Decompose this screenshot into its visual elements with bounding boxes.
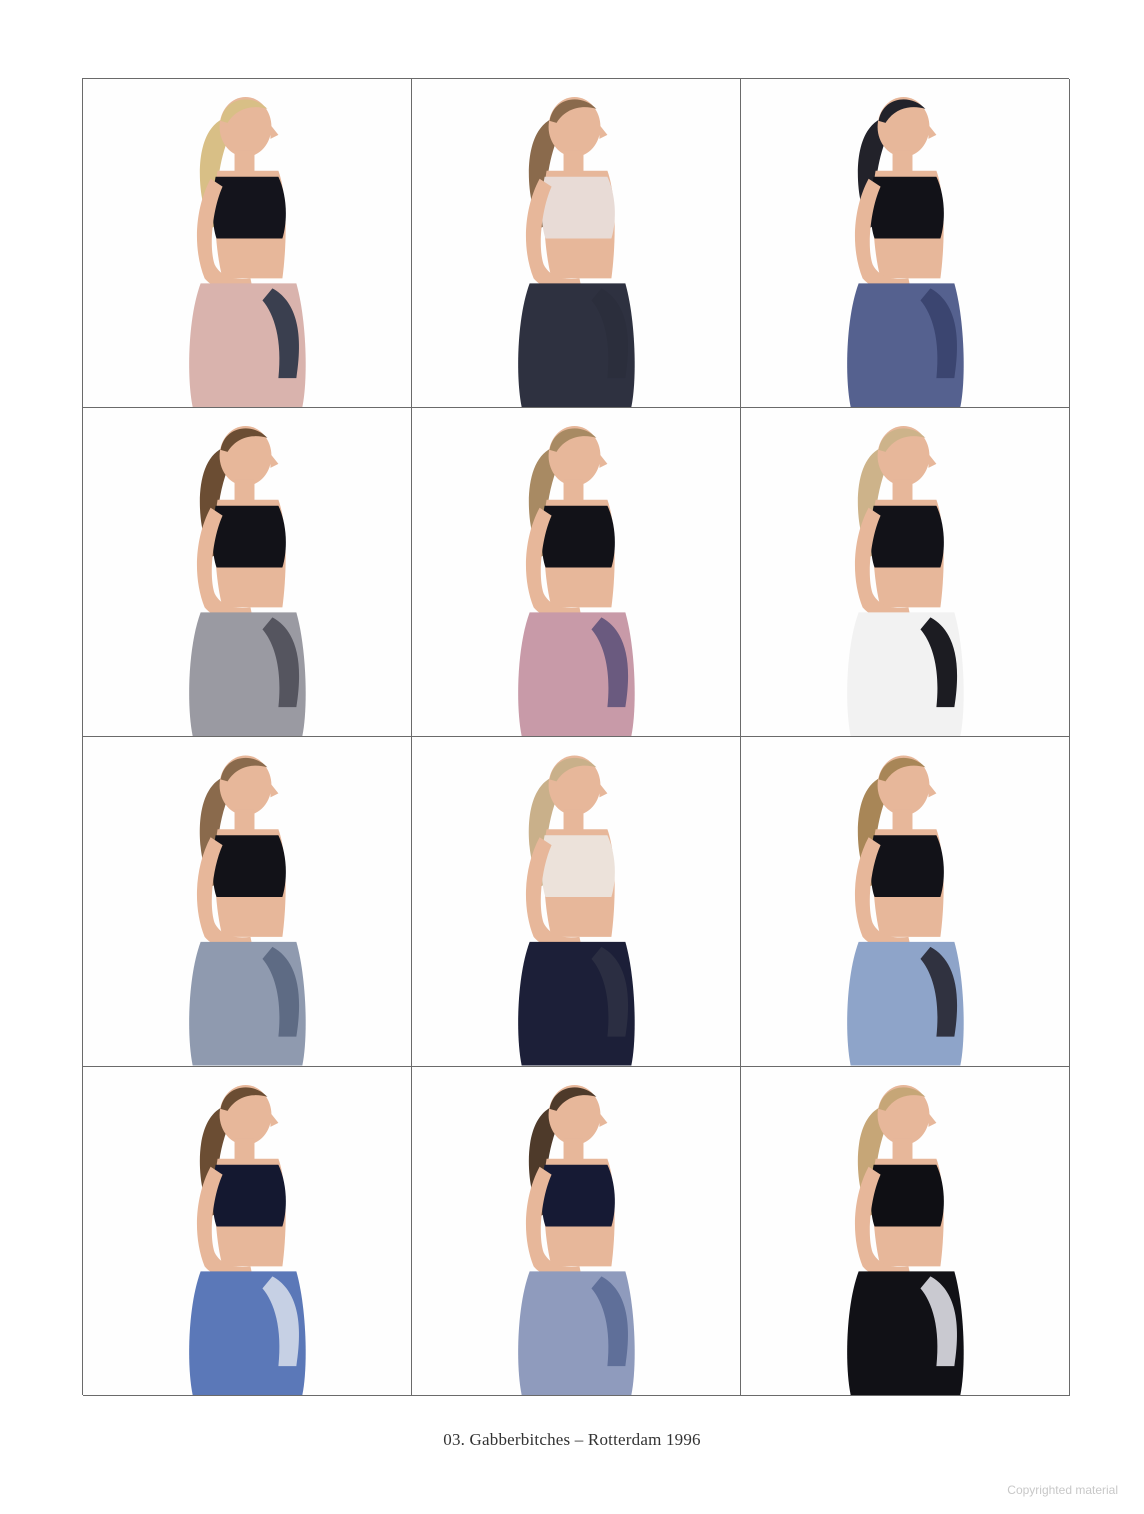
portrait-photo	[83, 737, 412, 1067]
page-caption: 03. Gabberbitches – Rotterdam 1996	[443, 1430, 701, 1449]
portrait-photo	[741, 79, 1070, 408]
portrait-photo	[412, 79, 741, 408]
copyright-watermark: Copyrighted material	[1007, 1483, 1118, 1497]
portrait-photo	[412, 1067, 741, 1396]
portrait-photo	[412, 737, 741, 1067]
portrait-photo	[412, 408, 741, 737]
portrait-photo	[83, 79, 412, 408]
portrait-photo	[83, 1067, 412, 1396]
portrait-photo	[741, 737, 1070, 1067]
photo-grid	[82, 78, 1070, 1396]
portrait-photo	[741, 408, 1070, 737]
portrait-photo	[741, 1067, 1070, 1396]
portrait-photo	[83, 408, 412, 737]
